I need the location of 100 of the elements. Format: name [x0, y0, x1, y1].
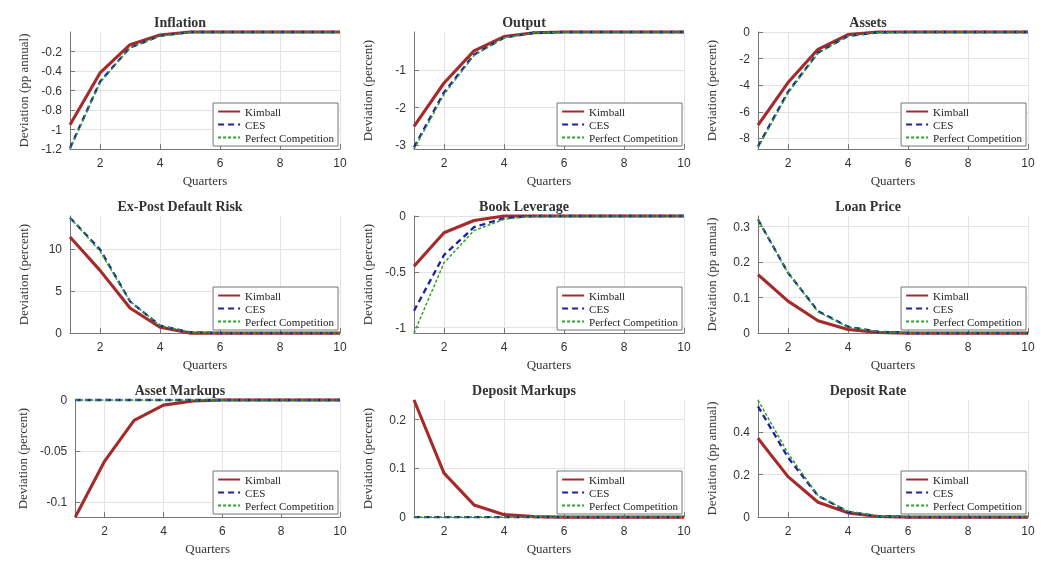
- y-tick-label: 10: [48, 242, 63, 257]
- y-tick-label: 0: [60, 393, 68, 407]
- legend-label: Perfect Competition: [589, 315, 679, 328]
- x-tick-label: 4: [156, 340, 164, 355]
- y-tick-label: -6: [739, 104, 751, 119]
- chart-title: Output: [502, 14, 547, 30]
- y-tick-label: 0.3: [733, 219, 751, 234]
- x-tick-label: 6: [904, 340, 912, 355]
- legend-label: Perfect Competition: [245, 499, 335, 512]
- chart-title: Inflation: [153, 14, 207, 30]
- y-tick-label: 0: [55, 326, 63, 341]
- legend-label: Perfect Competition: [245, 131, 335, 144]
- y-tick-label: -0.4: [41, 64, 63, 79]
- y-tick-label: -3: [395, 138, 407, 153]
- y-tick-label: -0.2: [41, 44, 63, 59]
- x-tick-label: 6: [218, 524, 226, 539]
- x-tick-label: 8: [277, 524, 285, 539]
- legend-label: Perfect Competition: [933, 499, 1023, 512]
- x-axis-title: Quarters: [870, 173, 916, 188]
- y-tick-label: -2: [395, 100, 407, 115]
- y-tick-label: -1: [395, 320, 407, 335]
- x-tick-label: 8: [620, 524, 628, 539]
- x-tick-label: 10: [677, 524, 691, 539]
- y-axis-title: Deviation (percent): [360, 39, 375, 142]
- x-tick-label: 6: [560, 156, 568, 171]
- legend-label: CES: [245, 118, 266, 131]
- legend-label: Kimball: [933, 105, 970, 118]
- y-axis-title: Deviation (percent): [360, 223, 375, 326]
- legend-label: CES: [933, 118, 954, 131]
- legend-label: Kimball: [245, 289, 282, 302]
- legend-label: Perfect Competition: [933, 131, 1023, 144]
- x-tick-label: 4: [844, 340, 852, 355]
- y-tick-label: 0: [743, 25, 751, 39]
- y-axis-title: Deviation (pp annual): [704, 217, 719, 332]
- x-tick-label: 4: [500, 340, 508, 355]
- legend-label: Kimball: [933, 473, 970, 486]
- legend-label: Kimball: [589, 473, 626, 486]
- y-tick-label: 0: [399, 209, 407, 223]
- x-axis-title: Quarters: [526, 357, 572, 372]
- x-tick-label: 2: [440, 156, 448, 171]
- x-tick-label: 10: [333, 524, 347, 539]
- x-tick-label: 8: [964, 340, 972, 355]
- x-tick-label: 10: [333, 156, 347, 171]
- y-tick-label: -2: [739, 51, 751, 66]
- x-tick-label: 2: [440, 340, 448, 355]
- x-axis-title: Quarters: [526, 541, 572, 556]
- legend-label: Perfect Competition: [589, 131, 679, 144]
- legend-label: Perfect Competition: [933, 315, 1023, 328]
- x-tick-label: 4: [844, 524, 852, 539]
- legend-label: CES: [589, 302, 610, 315]
- y-tick-label: -0.1: [46, 494, 68, 509]
- legend-label: CES: [245, 486, 266, 499]
- legend-label: Kimball: [245, 473, 282, 486]
- x-tick-label: 10: [1021, 340, 1035, 355]
- x-tick-label: 2: [784, 340, 792, 355]
- x-tick-label: 10: [677, 156, 691, 171]
- y-axis-title: Deviation (percent): [704, 39, 719, 142]
- x-tick-label: 6: [216, 340, 224, 355]
- x-axis-title: Quarters: [870, 541, 916, 556]
- chart-title: Asset Markups: [134, 382, 226, 398]
- y-tick-label: 0.2: [389, 412, 407, 427]
- y-tick-label: 0: [743, 510, 751, 525]
- y-tick-label: -4: [739, 78, 751, 93]
- x-tick-label: 4: [500, 156, 508, 171]
- x-tick-label: 6: [904, 524, 912, 539]
- y-axis-title: Deviation (percent): [15, 407, 30, 510]
- y-tick-label: -1: [395, 62, 407, 77]
- x-tick-label: 8: [620, 340, 628, 355]
- y-tick-label: -1: [51, 122, 63, 137]
- y-axis-title: Deviation (percent): [360, 407, 375, 510]
- chart-title: Book Leverage: [479, 198, 569, 214]
- x-tick-label: 8: [964, 156, 972, 171]
- x-tick-label: 8: [620, 156, 628, 171]
- y-tick-label: 0: [399, 510, 407, 525]
- legend-label: CES: [245, 302, 266, 315]
- x-axis-title: Quarters: [182, 173, 228, 188]
- y-tick-label: -0.05: [39, 443, 68, 458]
- legend-label: Kimball: [245, 105, 282, 118]
- y-axis-title: Deviation (percent): [16, 223, 31, 326]
- y-tick-label: -0.8: [41, 103, 63, 118]
- chart-title: Loan Price: [835, 198, 901, 214]
- x-tick-label: 10: [677, 340, 691, 355]
- x-tick-label: 6: [216, 156, 224, 171]
- legend-label: CES: [589, 486, 610, 499]
- y-tick-label: 0.1: [389, 461, 407, 476]
- x-axis-title: Quarters: [182, 357, 228, 372]
- y-tick-label: -8: [739, 131, 751, 146]
- legend-label: CES: [933, 486, 954, 499]
- x-tick-label: 10: [1021, 156, 1035, 171]
- legend-label: CES: [589, 118, 610, 131]
- y-tick-label: 0.2: [733, 467, 751, 482]
- x-tick-label: 8: [964, 524, 972, 539]
- x-tick-label: 2: [101, 524, 109, 539]
- y-tick-label: 0.2: [733, 255, 751, 270]
- x-tick-label: 10: [1021, 524, 1035, 539]
- x-axis-title: Quarters: [870, 357, 916, 372]
- chart-title: Assets: [849, 14, 888, 30]
- chart-title: Ex-Post Default Risk: [117, 198, 243, 214]
- y-axis-title: Deviation (pp annual): [16, 33, 31, 148]
- x-tick-label: 2: [96, 340, 104, 355]
